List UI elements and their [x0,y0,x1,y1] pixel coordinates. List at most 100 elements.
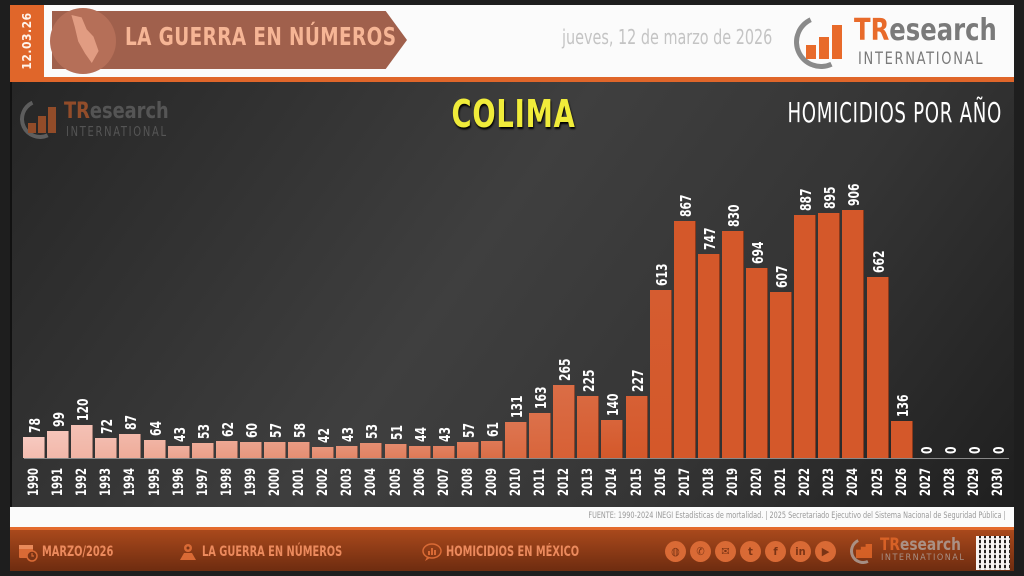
bar-2016 [649,290,672,458]
year-label-2015: 2015 [628,467,645,496]
outer-border [1014,0,1024,576]
bar-2003 [336,446,359,458]
year-label-2005: 2005 [387,467,404,496]
year-label-1990: 1990 [26,467,42,496]
date-long: jueves, 12 de marzo de 2026 [562,25,773,49]
bar-2004 [360,443,383,458]
year-label-2017: 2017 [676,467,693,496]
value-label-2025: 662 [869,250,888,273]
bar-2024 [842,210,865,458]
year-label-2012: 2012 [556,467,573,496]
year-label-2007: 2007 [435,467,452,496]
footer-series-label: LA GUERRA EN NÚMEROS [202,544,343,560]
state-title: COLIMA [12,92,1016,136]
footer-logo-tr: TR [880,535,900,555]
state-title-text: COLIMA [451,92,577,136]
linkedin-icon[interactable]: in [790,541,811,562]
source-bar: FUENTE: 1990-2024 INEGI Estadísticas de … [10,507,1014,527]
year-label-1995: 1995 [146,467,163,496]
phone-icon[interactable]: ✆ [690,541,711,562]
watermark-brand-rest: esearch [89,99,169,124]
value-label-1997: 53 [194,424,213,440]
mail-icon[interactable]: ✉ [715,541,736,562]
bar-2021 [770,291,793,458]
value-label-2021: 607 [773,265,792,288]
infographic-frame: 12.03.26 LA GUERRA EN NÚMEROS jueves, 12… [10,5,1016,571]
watermark-bars-icon [28,107,58,133]
bar-1992 [71,425,94,458]
value-label-2022: 887 [797,188,816,212]
twitter-icon[interactable]: t [740,541,761,562]
value-label-2013: 225 [580,369,599,393]
bar-2000 [264,442,286,458]
year-label-2029: 2029 [965,467,982,496]
value-label-2012: 265 [556,358,575,382]
value-label-2024: 906 [845,183,864,206]
year-label-2001: 2001 [291,467,308,496]
value-label-2009: 61 [483,422,502,438]
bar-2001 [288,442,311,458]
value-label-2008: 57 [459,423,478,439]
year-label-2022: 2022 [797,467,814,496]
logo-subtitle: INTERNATIONAL [858,49,985,69]
bar-1997 [191,443,214,458]
footer-item-topic: HOMICIDIOS EN MÉXICO [422,542,617,562]
value-label-2017: 867 [676,194,695,217]
value-label-2002: 42 [315,427,334,443]
bar-2019 [721,230,744,458]
facebook-icon[interactable]: f [765,541,786,562]
bar-2011 [529,413,552,458]
year-label-2020: 2020 [749,467,765,496]
year-label-2010: 2010 [508,467,524,496]
logo-brand-rest: esearch [889,13,997,48]
value-label-1995: 64 [146,421,165,437]
bar-2005 [384,444,407,458]
value-label-1993: 72 [98,419,117,435]
value-label-2030: 0 [990,446,1008,454]
year-label-2016: 2016 [652,467,669,496]
footer-logo-rest: esearch [899,535,961,555]
value-label-1992: 120 [74,398,93,422]
year-label-2019: 2019 [724,467,741,496]
bar-2014 [601,419,624,458]
year-label-1999: 1999 [242,467,259,496]
value-label-2004: 53 [363,424,382,440]
map-pin-icon [180,544,196,560]
chat-chart-icon [422,543,442,561]
year-label-2009: 2009 [483,467,500,496]
value-label-2019: 830 [724,204,743,227]
value-label-2027: 0 [917,446,936,454]
bar-2022 [794,215,817,458]
value-label-2010: 131 [508,395,526,419]
value-label-2028: 0 [941,446,960,454]
chart-panel: TResearch INTERNATIONAL COLIMA HOMICIDIO… [10,82,1016,507]
value-label-2016: 613 [652,263,671,287]
chart-subtitle: HOMICIDIOS POR AÑO [787,96,1002,129]
watermark-logo: TResearch INTERNATIONAL [14,93,180,145]
value-label-2003: 43 [339,427,358,443]
value-label-2015: 227 [628,369,647,392]
value-label-1994: 87 [122,415,141,431]
value-label-2007: 43 [435,427,454,443]
bar-1994 [119,434,142,458]
social-links: ◍ ✆ ✉ t f in ▶ [665,540,840,562]
qr-code[interactable] [976,536,1010,570]
header: 12.03.26 LA GUERRA EN NÚMEROS jueves, 12… [10,5,1014,77]
watermark-subtitle: INTERNATIONAL [66,125,168,140]
logo-bars-icon [806,23,846,59]
footer-logo: TResearch INTERNATIONAL [846,534,970,568]
bar-1990 [23,436,45,458]
footer-logo-subtitle: INTERNATIONAL [881,553,966,563]
bar-2020 [746,268,768,458]
year-label-2011: 2011 [532,467,549,496]
bar-2002 [312,446,335,458]
year-label-2025: 2025 [869,467,886,496]
year-label-2028: 2028 [941,467,958,496]
date-short: 12.03.26 [20,12,34,70]
globe-icon[interactable]: ◍ [665,541,686,562]
bar-2010 [505,422,527,458]
watermark-brand-tr: TR [64,99,90,124]
value-label-2001: 58 [291,423,310,439]
youtube-icon[interactable]: ▶ [815,541,836,562]
bar-2008 [456,442,479,458]
